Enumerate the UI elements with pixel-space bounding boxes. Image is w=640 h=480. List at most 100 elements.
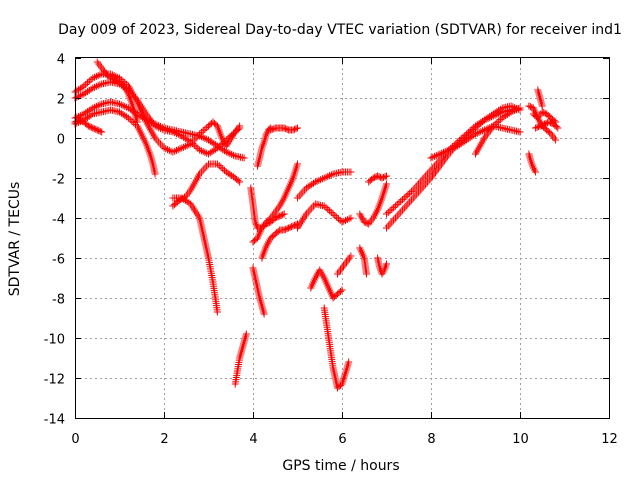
data-point	[461, 137, 469, 145]
y-tick-label: -4	[52, 213, 65, 228]
data-point	[199, 148, 207, 156]
data-point	[94, 82, 102, 90]
data-point	[270, 125, 278, 133]
data-point	[294, 160, 301, 168]
data-point	[500, 113, 508, 121]
data-point	[360, 218, 368, 226]
data-point	[221, 147, 229, 155]
data-point	[538, 121, 546, 129]
series-pass-16	[294, 200, 355, 232]
data-point	[78, 117, 86, 125]
data-point	[371, 173, 379, 181]
data-point	[507, 108, 515, 116]
data-point	[475, 128, 483, 136]
data-point	[338, 286, 346, 294]
data-point	[340, 217, 348, 225]
data-point	[333, 213, 341, 221]
data-point	[322, 173, 330, 181]
data-point	[116, 108, 123, 116]
data-point	[96, 127, 104, 135]
data-point	[76, 84, 84, 92]
y-tick-label: -12	[44, 373, 65, 388]
plot-frame	[75, 57, 610, 419]
data-point	[83, 79, 91, 87]
data-point	[92, 125, 100, 133]
data-point	[383, 172, 390, 180]
data-point	[197, 133, 205, 141]
data-point	[454, 142, 462, 150]
data-point	[438, 149, 446, 157]
data-point	[463, 136, 471, 144]
data-point	[292, 125, 300, 133]
data-point	[482, 115, 490, 123]
data-point	[78, 111, 86, 119]
data-point	[315, 176, 323, 184]
data-point	[87, 76, 95, 84]
data-point	[276, 212, 284, 220]
series-pass-13	[253, 124, 275, 170]
data-point	[187, 138, 195, 146]
axis-ticks: 0 2 4 6 8 10 12 -14 -12 -10 -8 -6 -4 -2 0 2 4	[44, 53, 618, 448]
data-point	[91, 73, 99, 81]
data-point	[151, 120, 159, 128]
data-point	[185, 199, 193, 207]
data-point	[92, 82, 100, 90]
data-point	[495, 110, 503, 118]
data-point	[484, 114, 492, 122]
data-point	[347, 214, 355, 222]
series-pass-32	[532, 118, 562, 132]
data-point	[236, 124, 244, 132]
data-point	[76, 112, 84, 120]
data-point	[224, 134, 232, 142]
data-point	[386, 207, 394, 215]
data-point	[486, 114, 494, 122]
data-point	[265, 215, 273, 223]
data-point	[525, 102, 533, 110]
y-tick-label: -2	[52, 173, 65, 188]
series-pass-10	[247, 184, 288, 232]
data-point	[212, 141, 220, 149]
data-point	[538, 102, 546, 110]
data-point	[217, 163, 225, 171]
data-point	[162, 145, 170, 153]
data-point	[286, 223, 294, 231]
data-point	[176, 145, 184, 153]
data-point	[229, 130, 237, 138]
data-point	[197, 147, 205, 155]
data-point	[226, 170, 234, 178]
data-point	[439, 148, 447, 156]
data-point	[85, 106, 93, 114]
data-point	[119, 102, 127, 110]
data-point	[285, 224, 293, 232]
data-point	[91, 103, 99, 111]
y-tick-label: 0	[57, 133, 65, 148]
data-point	[215, 162, 223, 170]
series-pass-23	[365, 172, 390, 186]
x-tick-label: 4	[249, 432, 257, 447]
data-point	[148, 118, 156, 126]
data-point	[201, 134, 209, 142]
data-point	[199, 127, 207, 135]
data-point	[107, 74, 115, 82]
data-point	[85, 112, 93, 120]
data-point	[320, 174, 328, 182]
data-point	[429, 153, 437, 161]
data-point	[464, 135, 472, 143]
data-point	[283, 125, 291, 133]
data-point	[172, 146, 180, 154]
data-point	[224, 169, 232, 177]
data-point	[345, 358, 353, 366]
x-tick-label: 8	[427, 432, 435, 447]
data-point	[274, 213, 282, 221]
data-point	[342, 216, 350, 224]
chart-title: Day 009 of 2023, Sidereal Day-to-day VTE…	[58, 22, 622, 38]
data-point	[89, 74, 97, 82]
data-point	[509, 107, 517, 115]
data-point	[73, 93, 81, 101]
data-point	[479, 117, 487, 125]
data-point	[224, 149, 232, 157]
data-point	[502, 112, 510, 120]
data-point	[185, 137, 193, 145]
data-point	[383, 210, 390, 218]
data-point	[504, 110, 512, 118]
